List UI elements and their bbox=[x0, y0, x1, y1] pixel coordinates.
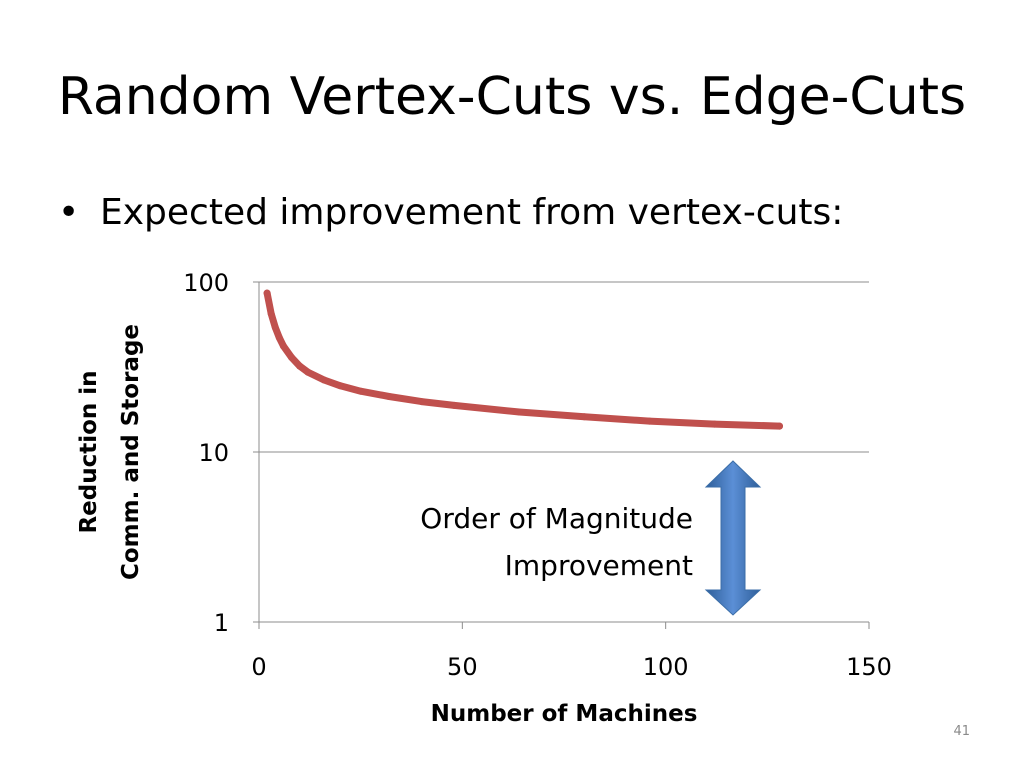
data-point-0-18 bbox=[776, 422, 783, 430]
data-point-0-14 bbox=[515, 408, 523, 416]
data-point-0-15 bbox=[580, 413, 588, 421]
page-number: 41 bbox=[953, 724, 970, 739]
gridlines bbox=[259, 281, 869, 453]
data-point-0-0 bbox=[263, 289, 271, 297]
data-point-0-2 bbox=[271, 324, 279, 331]
y-axis-title: Reduction in Comm. and Storage bbox=[76, 324, 144, 580]
data-point-0-9 bbox=[336, 382, 344, 390]
y-tick-label-2: 100 bbox=[183, 269, 229, 297]
data-point-0-7 bbox=[304, 368, 312, 376]
y-tick-label-0: 1 bbox=[214, 609, 229, 637]
double-arrow-icon bbox=[704, 460, 762, 616]
x-tick-label-1: 50 bbox=[447, 653, 478, 681]
x-axis-title: Number of Machines bbox=[431, 701, 698, 727]
tick-labels: 1 10 100 0 50 100 150 bbox=[183, 269, 892, 681]
data-point-0-12 bbox=[418, 398, 426, 406]
series-layer bbox=[263, 289, 783, 430]
axes bbox=[253, 281, 870, 629]
x-tick-label-0: 0 bbox=[251, 653, 266, 681]
data-point-0-3 bbox=[275, 334, 283, 342]
x-tick-label-3: 150 bbox=[846, 653, 892, 681]
series-line-0 bbox=[263, 289, 783, 430]
bullet-item: • Expected improvement from vertex-cuts: bbox=[58, 190, 843, 236]
data-point-0-4 bbox=[279, 342, 287, 350]
data-point-0-16 bbox=[645, 417, 653, 425]
x-tick-label-2: 100 bbox=[643, 653, 689, 681]
data-point-0-11 bbox=[385, 393, 393, 400]
data-point-0-13 bbox=[450, 401, 458, 409]
data-point-0-8 bbox=[320, 376, 328, 384]
data-point-0-5 bbox=[288, 353, 295, 361]
y-axis-title-line-2: Comm. and Storage bbox=[118, 324, 144, 580]
data-point-0-10 bbox=[357, 387, 365, 395]
data-point-0-1 bbox=[267, 310, 275, 318]
y-tick-label-1: 10 bbox=[198, 439, 229, 467]
slide-title: Random Vertex-Cuts vs. Edge-Cuts bbox=[57, 67, 967, 127]
y-axis-title-line-1: Reduction in bbox=[76, 370, 102, 533]
data-point-0-17 bbox=[711, 420, 718, 428]
annotation-line-1: Order of Magnitude bbox=[420, 502, 693, 535]
bullet-symbol: • bbox=[58, 192, 80, 233]
data-point-0-6 bbox=[296, 362, 304, 370]
annotation-line-2: Improvement bbox=[505, 549, 693, 582]
bullet-text: Expected improvement from vertex-cuts: bbox=[100, 192, 844, 233]
